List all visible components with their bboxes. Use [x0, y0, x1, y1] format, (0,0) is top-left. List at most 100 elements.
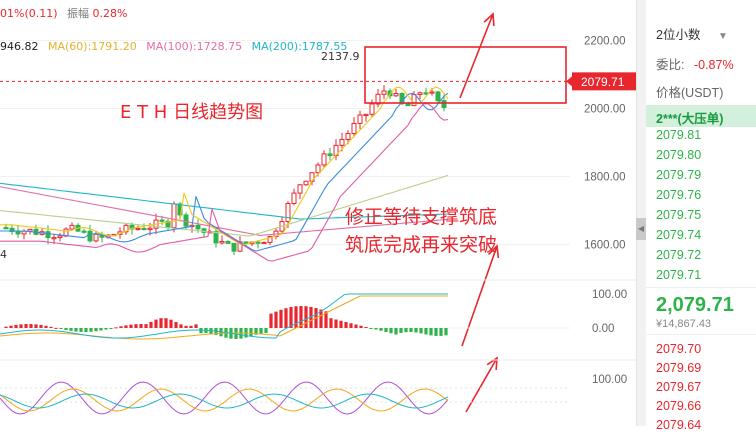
candle-body	[123, 224, 129, 233]
macd-histogram-bar	[249, 328, 253, 337]
big-order-label: 2***(大压单)	[656, 112, 724, 126]
macd-histogram-bar	[274, 311, 278, 328]
kdj-j-line	[0, 381, 449, 415]
bid-price[interactable]: 2079.70	[656, 342, 702, 356]
macd-histogram-bar	[279, 309, 283, 328]
arrow-middle-head	[487, 244, 500, 259]
commission-label: 委比:	[656, 58, 685, 72]
price-tick-label: 2200.00	[584, 35, 626, 47]
macd-histogram-bar	[414, 328, 418, 333]
ask-price[interactable]: 2079.72	[656, 248, 702, 262]
chart-area[interactable]: 2200.00 2000.00 1800.00 1600.00 2079.71 100.0…	[0, 0, 636, 426]
candle-body	[51, 237, 57, 240]
candle-body	[201, 228, 207, 233]
candle-body	[261, 241, 267, 245]
macd-histogram-bar	[69, 328, 73, 331]
ma-legend-200: MA(200):1787.55	[251, 40, 348, 53]
price-tick-label: 1800.00	[584, 172, 626, 184]
candle-body	[357, 114, 363, 124]
bid-price[interactable]: 2079.69	[656, 361, 702, 375]
macd-histogram-bar	[364, 327, 368, 328]
ask-price[interactable]: 2079.76	[656, 188, 702, 202]
macd-histogram-bar	[144, 324, 148, 328]
candle-body	[267, 236, 273, 243]
macd-histogram-bar	[49, 326, 53, 328]
ask-price[interactable]: 2079.81	[656, 128, 702, 142]
candle-body	[69, 224, 75, 230]
macd-histogram-bar	[64, 328, 68, 331]
candle-body	[195, 224, 201, 230]
decimals-select[interactable]: 2位小数 ▼	[656, 24, 728, 43]
macd-histogram-bar	[59, 328, 63, 329]
candle-body	[93, 233, 99, 242]
candle-body	[57, 235, 63, 239]
collapse-handle-icon[interactable]: ◀	[636, 218, 646, 240]
macd-histogram-bar	[254, 328, 258, 335]
header-info: 01%(0.11) 振幅 0.28%	[0, 5, 127, 21]
current-price-tag	[572, 72, 636, 91]
macd-histogram-bar	[404, 328, 408, 333]
candle-body	[45, 231, 51, 239]
ask-price[interactable]: 2079.79	[656, 168, 702, 182]
macd-histogram-bar	[169, 319, 173, 328]
macd-histogram-bar	[149, 321, 153, 328]
macd-histogram-bar	[164, 318, 168, 328]
macd-histogram-bar	[174, 322, 178, 328]
kdj-k-line	[0, 393, 449, 409]
candle-body	[291, 192, 297, 204]
candle-body	[159, 219, 165, 222]
macd-histogram-bar	[384, 328, 388, 332]
macd-histogram-bar	[154, 319, 158, 328]
candle-body	[213, 231, 219, 244]
macd-histogram-bar	[9, 325, 13, 328]
ask-price[interactable]: 2079.80	[656, 148, 702, 162]
change-text: 01%(0.11)	[0, 7, 58, 20]
macd-histogram-bar	[89, 328, 93, 332]
candle-body	[441, 100, 447, 108]
macd-histogram-bar	[289, 307, 293, 328]
decimals-value: 2位小数	[656, 28, 701, 42]
macd-histogram-bar	[259, 328, 263, 334]
annotation-line2: 筑底完成再来突破	[345, 234, 498, 256]
ask-price[interactable]: 2079.71	[656, 268, 702, 282]
bid-price[interactable]: 2079.67	[656, 380, 702, 394]
bid-price[interactable]: 2079.66	[656, 399, 702, 413]
candle-body	[3, 227, 9, 230]
macd-histogram-bar	[309, 306, 313, 328]
price-column-header: 价格(USDT)	[656, 86, 724, 100]
macd-histogram-bar	[114, 327, 118, 329]
macd-histogram-bar	[389, 328, 393, 334]
macd-histogram-bar	[94, 328, 98, 332]
candle-body	[81, 230, 87, 233]
macd-histogram-bar	[264, 328, 268, 334]
ask-price[interactable]: 2079.75	[656, 208, 702, 222]
macd-histogram-bar	[199, 328, 203, 334]
macd-histogram-bar	[359, 325, 363, 328]
candle-body	[351, 122, 357, 135]
candle-body	[225, 240, 231, 244]
macd-histogram-bar	[134, 324, 138, 328]
candle-body	[303, 180, 309, 186]
macd-histogram-bar	[74, 328, 78, 332]
macd-histogram-bar	[159, 318, 163, 328]
bid-price[interactable]: 2079.64	[656, 418, 702, 432]
macd-dif-line	[0, 293, 448, 339]
macd-histogram-bar	[119, 326, 123, 328]
arrow-top-head	[483, 12, 495, 27]
macd-histogram-bar	[344, 322, 348, 328]
macd-tick-label: 100.00	[592, 289, 627, 301]
current-price-label: 2079.71	[581, 75, 625, 89]
panel-divider	[636, 0, 647, 426]
macd-histogram-bar	[434, 328, 438, 336]
macd-histogram-bar	[99, 328, 103, 331]
ask-price[interactable]: 2079.74	[656, 228, 702, 242]
macd-histogram-bar	[329, 318, 333, 328]
last-price: 2,079.71	[656, 294, 734, 316]
amplitude-label: 振幅	[67, 7, 90, 20]
macd-histogram-bar	[124, 325, 128, 328]
ma-legend-100: MA(100):1728.75	[146, 40, 243, 53]
macd-histogram-bar	[24, 324, 28, 328]
macd-histogram-bar	[369, 328, 373, 329]
candle-body	[327, 153, 333, 157]
kline-chart[interactable]: 2200.00 2000.00 1800.00 1600.00 2079.71 100.0…	[0, 0, 636, 426]
